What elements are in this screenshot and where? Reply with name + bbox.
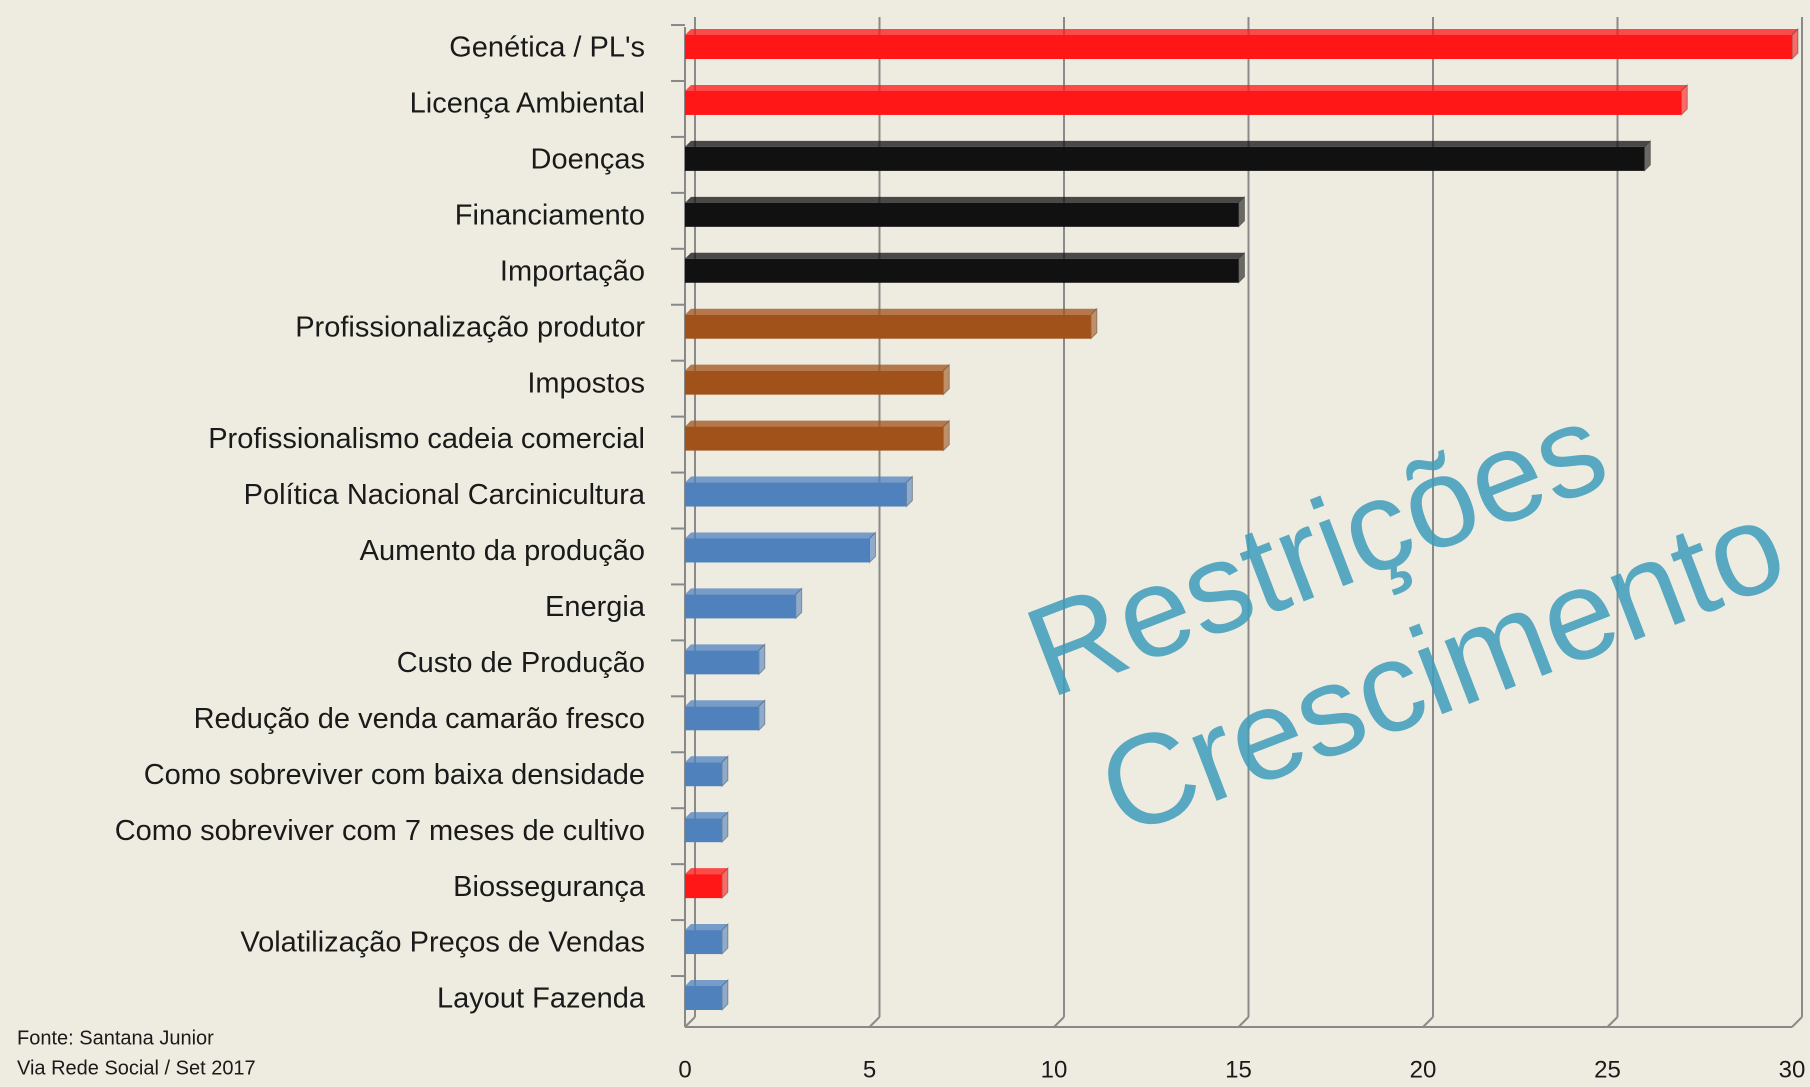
bar-top bbox=[685, 812, 728, 819]
bar bbox=[685, 874, 722, 899]
bar bbox=[685, 90, 1682, 115]
bar-side bbox=[758, 699, 766, 732]
bar bbox=[685, 426, 944, 451]
source: Via Rede Social / Set 2017 bbox=[17, 1057, 256, 1079]
x-tick-label: 5 bbox=[863, 1056, 876, 1083]
bar bbox=[685, 930, 722, 955]
bar-top bbox=[685, 980, 728, 986]
bar-side bbox=[795, 587, 803, 620]
bar-side bbox=[1680, 83, 1688, 117]
bar-top bbox=[685, 700, 765, 707]
bar bbox=[685, 538, 870, 563]
x-tick-label: 15 bbox=[1225, 1056, 1252, 1083]
bar-side bbox=[942, 363, 950, 396]
bar-top bbox=[685, 84, 1688, 91]
x-tick-label: 0 bbox=[678, 1056, 691, 1083]
bar-top bbox=[685, 476, 913, 483]
bar-top bbox=[685, 420, 950, 427]
bar-side bbox=[1090, 307, 1098, 340]
y-tick-label: Como sobreviver com 7 meses de cultivo bbox=[115, 815, 645, 847]
y-tick-label: Layout Fazenda bbox=[437, 983, 646, 1015]
bar-top bbox=[685, 924, 728, 931]
bar bbox=[685, 35, 1792, 59]
y-tick-label: Genética / PL's bbox=[449, 32, 645, 64]
bar-side bbox=[758, 643, 766, 676]
bar-top bbox=[685, 588, 802, 595]
x-tick-label: 30 bbox=[1779, 1056, 1806, 1083]
y-tick-label: Profissionalização produtor bbox=[295, 311, 645, 343]
bar bbox=[685, 146, 1645, 171]
bar bbox=[685, 482, 907, 507]
bar-top bbox=[685, 756, 728, 763]
bar-side bbox=[869, 531, 876, 564]
y-tick-label: Como sobreviver com baixa densidade bbox=[144, 759, 645, 791]
bar-top bbox=[685, 868, 728, 875]
bar-side bbox=[1238, 195, 1245, 229]
bar bbox=[685, 370, 944, 395]
bar bbox=[685, 762, 722, 787]
bar-top bbox=[685, 196, 1245, 203]
y-tick-label: Volatilização Preços de Vendas bbox=[240, 927, 645, 959]
bar-side bbox=[1791, 27, 1799, 61]
bar-side bbox=[721, 866, 729, 900]
y-tick-label: Energia bbox=[545, 591, 646, 623]
bar-side bbox=[721, 810, 729, 844]
bar bbox=[685, 202, 1239, 227]
x-tick-label: 20 bbox=[1410, 1056, 1437, 1083]
x-tick-label: 25 bbox=[1594, 1056, 1621, 1083]
x-tick-label: 10 bbox=[1041, 1056, 1068, 1083]
bar-top bbox=[685, 308, 1097, 315]
bar-side bbox=[721, 922, 729, 956]
y-tick-label: Importação bbox=[500, 255, 645, 287]
bar-side bbox=[942, 419, 950, 452]
grid-line bbox=[1237, 1016, 1250, 1028]
grid-line bbox=[1422, 1016, 1434, 1028]
y-tick-label: Licença Ambiental bbox=[410, 88, 645, 120]
bar-side bbox=[1238, 251, 1245, 284]
bar bbox=[685, 986, 722, 1010]
grid-line bbox=[1606, 1016, 1619, 1028]
y-tick-label: Política Nacional Carcinicultura bbox=[244, 479, 646, 511]
grid-line bbox=[868, 1016, 881, 1028]
bar-side bbox=[1643, 139, 1651, 173]
y-tick-label: Profissionalismo cadeia comercial bbox=[208, 423, 645, 455]
grid-line bbox=[1053, 1016, 1065, 1028]
bar bbox=[685, 650, 759, 675]
y-tick-label: Doenças bbox=[531, 144, 645, 176]
bar-side bbox=[721, 978, 729, 1012]
bar-top bbox=[685, 532, 876, 539]
bar bbox=[685, 258, 1239, 283]
bar-side bbox=[721, 755, 729, 788]
bar-top bbox=[685, 364, 950, 371]
bar bbox=[685, 594, 796, 619]
bar bbox=[685, 314, 1091, 339]
bar bbox=[685, 706, 759, 731]
bar-top bbox=[685, 29, 1798, 35]
y-tick-label: Redução de venda camarão fresco bbox=[194, 703, 645, 735]
bar-side bbox=[905, 475, 913, 508]
bar-top bbox=[685, 252, 1245, 259]
y-tick-label: Financiamento bbox=[455, 199, 645, 231]
grid-line bbox=[684, 1016, 696, 1028]
bar bbox=[685, 818, 722, 843]
bar-top bbox=[685, 140, 1651, 147]
y-tick-label: Biossegurança bbox=[453, 871, 646, 903]
source: Fonte: Santana Junior bbox=[17, 1027, 214, 1049]
bar-top bbox=[685, 644, 765, 651]
grid-line bbox=[1791, 1016, 1803, 1028]
y-tick-label: Impostos bbox=[527, 367, 645, 399]
y-tick-label: Aumento da produção bbox=[360, 535, 645, 567]
y-tick-label: Custo de Produção bbox=[397, 647, 645, 679]
